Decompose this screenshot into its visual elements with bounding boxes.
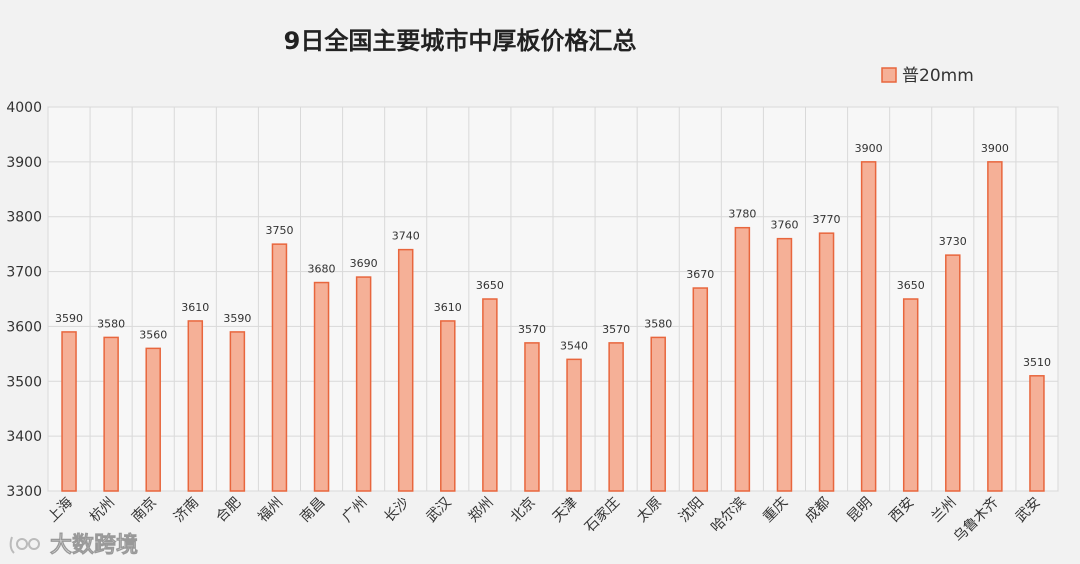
y-tick-label: 3500 — [6, 374, 42, 390]
bar — [692, 287, 709, 492]
x-tick-label: 哈尔滨 — [708, 495, 749, 536]
data-label: 3510 — [1023, 356, 1051, 369]
x-tick-label: 武安 — [1013, 495, 1044, 526]
bars — [61, 161, 1045, 492]
bar — [187, 320, 204, 492]
data-label: 3570 — [518, 323, 546, 336]
bar — [229, 331, 246, 492]
data-label: 3560 — [139, 328, 167, 341]
x-tick-label: 昆明 — [844, 495, 875, 526]
bar — [397, 248, 414, 492]
data-label: 3690 — [350, 257, 378, 270]
data-label: 3570 — [602, 323, 630, 336]
data-label: 3580 — [644, 317, 672, 330]
bar — [524, 342, 540, 492]
legend-label: 普20mm — [902, 66, 974, 86]
bar — [608, 342, 624, 492]
x-tick-label: 重庆 — [760, 495, 791, 526]
x-tick-label: 乌鲁木齐 — [951, 495, 1002, 546]
data-label: 3610 — [434, 301, 462, 314]
data-label: 3760 — [770, 219, 798, 232]
bar — [313, 281, 330, 492]
gridlines — [47, 106, 1059, 492]
x-tick-label: 太原 — [634, 495, 665, 526]
bar — [776, 237, 793, 492]
data-label: 3540 — [560, 339, 588, 352]
y-tick-label: 3900 — [6, 155, 42, 171]
x-tick-label: 福州 — [255, 495, 286, 526]
legend: 普20mm — [881, 66, 974, 86]
x-axis-ticks: 上海 杭州 南京 济南 合肥 福州 南昌 广州 长沙 武汉 郑州 北京 天津 石家庄 太原 沈阳 哈尔滨 重庆 成都… — [45, 494, 1044, 546]
data-label: 3610 — [181, 301, 209, 314]
bar — [987, 161, 1003, 492]
data-label: 3900 — [981, 142, 1009, 155]
data-label: 3680 — [308, 263, 336, 276]
x-tick-label: 天津 — [550, 495, 581, 526]
x-tick-label: 兰州 — [929, 495, 960, 526]
x-tick-label: 石家庄 — [581, 494, 623, 536]
bar — [860, 161, 877, 492]
x-tick-label: 济南 — [171, 495, 202, 526]
x-tick-label: 北京 — [508, 495, 539, 526]
chart-title: 9日全国主要城市中厚板价格汇总 — [284, 27, 637, 55]
y-axis-ticks: 3300 3400 3500 3600 3700 3800 3900 4000 — [6, 100, 42, 500]
legend-swatch — [881, 67, 897, 83]
bar — [566, 358, 582, 492]
y-tick-label: 3800 — [6, 210, 42, 226]
y-tick-label: 3300 — [6, 484, 42, 500]
x-tick-label: 南京 — [129, 495, 160, 526]
x-tick-label: 西安 — [886, 495, 917, 526]
x-tick-label: 长沙 — [381, 495, 412, 526]
bar — [271, 243, 288, 492]
data-labels: 3590 3580 3560 3610 3590 3750 3680 3690 3740 3610… — [55, 142, 1051, 369]
x-tick-label: 合肥 — [213, 495, 244, 526]
x-tick-label: 广州 — [339, 495, 370, 526]
bar — [482, 298, 498, 492]
data-label: 3900 — [855, 142, 883, 155]
watermark: 大数跨境 — [9, 532, 138, 558]
data-label: 3590 — [223, 312, 251, 325]
bar — [355, 276, 372, 492]
data-label: 3650 — [897, 279, 925, 292]
bar — [650, 336, 666, 492]
bar — [734, 226, 751, 492]
data-label: 3750 — [265, 224, 293, 237]
x-tick-label: 郑州 — [466, 495, 497, 526]
bar — [103, 336, 119, 492]
y-tick-label: 3600 — [6, 319, 42, 335]
bar — [440, 320, 456, 492]
data-label: 3650 — [476, 279, 504, 292]
bar — [61, 331, 77, 492]
data-label: 3580 — [97, 317, 125, 330]
data-label: 3730 — [939, 235, 967, 248]
watermark-text: 大数跨境 — [50, 532, 138, 558]
data-label: 3670 — [686, 268, 714, 281]
x-tick-label: 上海 — [45, 495, 76, 526]
bar — [945, 254, 961, 492]
bar — [145, 347, 161, 492]
bar — [902, 298, 919, 492]
x-tick-label: 沈阳 — [676, 495, 707, 526]
x-tick-label: 杭州 — [87, 495, 118, 526]
bar — [1029, 375, 1045, 492]
x-tick-label: 武汉 — [424, 495, 455, 526]
watermark-logo-icon — [9, 536, 40, 554]
x-tick-label: 成都 — [802, 495, 833, 526]
x-tick-label: 南昌 — [297, 495, 328, 526]
data-label: 3590 — [55, 312, 83, 325]
data-label: 3770 — [813, 213, 841, 226]
data-label: 3780 — [728, 208, 756, 221]
data-label: 3740 — [392, 230, 420, 243]
bar — [818, 232, 835, 492]
y-tick-label: 3700 — [6, 265, 42, 281]
y-tick-label: 3400 — [6, 429, 42, 445]
y-tick-label: 4000 — [6, 100, 42, 116]
